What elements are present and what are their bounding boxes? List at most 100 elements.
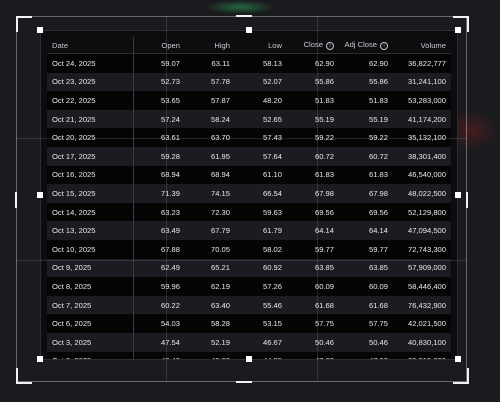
cell-close: 63.85	[287, 258, 339, 278]
cell-adj-close: 55.19	[339, 109, 393, 129]
cell-date: Oct 6, 2025	[47, 314, 134, 333]
selection-handle-left[interactable]	[37, 192, 43, 198]
column-header-close[interactable]: Close i	[287, 37, 339, 54]
cell-open: 57.24	[133, 109, 185, 129]
selection-handle-bottom[interactable]	[246, 356, 252, 362]
cell-volume: 52,129,800	[393, 202, 451, 222]
selection-handle-top-left[interactable]	[37, 27, 43, 33]
cell-adj-close: 63.85	[339, 258, 393, 278]
cell-volume: 48,022,500	[393, 184, 451, 203]
cell-volume: 40,830,100	[393, 332, 451, 352]
selection-handle-bottom-left[interactable]	[37, 356, 43, 362]
cell-low: 61.79	[235, 221, 287, 240]
cell-close: 61.68	[287, 295, 339, 315]
column-header-high[interactable]: High	[185, 37, 235, 54]
table-row: Oct 8, 2025 59.96 62.19 57.26 60.09 60.09 58,4…	[47, 277, 451, 296]
cell-date: Oct 7, 2025	[47, 295, 134, 315]
cell-volume: 76,432,900	[393, 295, 451, 315]
cell-volume: 31,241,100	[393, 72, 451, 92]
cell-volume: 53,283,000	[393, 91, 451, 110]
cell-close: 55.19	[287, 109, 339, 129]
column-header-open[interactable]: Open	[133, 37, 185, 54]
cell-high: 57.87	[185, 91, 235, 110]
cell-date: Oct 23, 2025	[47, 72, 134, 92]
column-header-adj-close[interactable]: Adj Close i	[339, 37, 393, 54]
crop-handle-bottom-left[interactable]	[16, 368, 32, 384]
table-row: Oct 10, 2025 67.88 70.05 58.02 59.77 59.77 72,…	[47, 239, 451, 259]
crop-handle-bottom[interactable]	[236, 381, 252, 383]
cell-date: Oct 9, 2025	[47, 258, 134, 278]
cell-adj-close: 51.83	[339, 91, 393, 110]
cell-low: 66.54	[235, 184, 287, 203]
cell-close: 51.83	[287, 91, 339, 110]
table-row: Oct 24, 2025 59.07 63.11 58.13 62.90 62.90 36,…	[47, 53, 451, 73]
cell-volume: 38,301,400	[393, 146, 451, 166]
cell-date: Oct 22, 2025	[47, 91, 134, 110]
cell-low: 61.10	[235, 165, 287, 185]
cell-adj-close: 47.02	[339, 351, 393, 359]
column-header-date[interactable]: Date	[47, 37, 134, 54]
crop-handle-right[interactable]	[466, 192, 468, 208]
crop-handle-top-left[interactable]	[16, 16, 32, 32]
cell-low: 46.67	[235, 332, 287, 352]
cell-volume: 36,822,777	[393, 53, 451, 73]
cell-high: 74.15	[185, 184, 235, 203]
cell-high: 70.05	[185, 239, 235, 259]
selection-handle-right[interactable]	[455, 192, 461, 198]
cell-open: 67.88	[133, 239, 185, 259]
cell-low: 52.07	[235, 72, 287, 92]
cell-high: 61.95	[185, 146, 235, 166]
info-icon[interactable]: i	[380, 42, 388, 50]
cell-close: 69.56	[287, 202, 339, 222]
cell-high: 63.11	[185, 53, 235, 73]
crop-handle-bottom-right[interactable]	[453, 368, 469, 384]
crop-grid-line	[16, 260, 467, 261]
cell-close: 61.83	[287, 165, 339, 185]
crop-handle-left[interactable]	[15, 192, 17, 208]
info-icon[interactable]: i	[326, 42, 334, 50]
selection-handle-top-right[interactable]	[455, 27, 461, 33]
cell-high: 72.30	[185, 202, 235, 222]
cell-adj-close: 69.56	[339, 202, 393, 222]
cell-date: Oct 2, 2025	[47, 351, 134, 359]
cell-high: 49.38	[185, 351, 235, 359]
cell-open: 60.22	[133, 295, 185, 315]
crop-handle-top-right[interactable]	[453, 16, 469, 32]
cell-high: 58.28	[185, 314, 235, 333]
selection-handle-top[interactable]	[246, 27, 252, 33]
cell-open: 63.61	[133, 128, 185, 147]
cell-volume: 46,540,000	[393, 165, 451, 185]
column-header-low[interactable]: Low	[235, 37, 287, 54]
background-glow-green	[205, 0, 275, 14]
crop-handle-top[interactable]	[236, 15, 252, 17]
cell-volume: 57,909,000	[393, 258, 451, 278]
cell-adj-close: 60.72	[339, 146, 393, 166]
column-header-volume[interactable]: Volume	[393, 37, 451, 54]
cell-high: 58.24	[185, 109, 235, 129]
crop-frame[interactable]	[16, 16, 467, 382]
cell-low: 57.26	[235, 277, 287, 296]
cell-low: 44.95	[235, 351, 287, 359]
cell-volume: 58,446,400	[393, 277, 451, 296]
cell-close: 59.22	[287, 128, 339, 147]
cell-volume: 41,174,200	[393, 109, 451, 129]
cell-date: Oct 15, 2025	[47, 184, 134, 203]
cell-open: 68.94	[133, 165, 185, 185]
cell-open: 63.49	[133, 221, 185, 240]
cell-adj-close: 61.83	[339, 165, 393, 185]
table-row: Oct 7, 2025 60.22 63.40 55.46 61.68 61.68 76,4…	[47, 295, 451, 315]
cell-close: 62.90	[287, 53, 339, 73]
cell-high: 67.79	[185, 221, 235, 240]
table-row: Oct 23, 2025 52.73 57.78 52.07 55.86 55.86 31,…	[47, 72, 451, 92]
cell-date: Oct 14, 2025	[47, 202, 134, 222]
cell-close: 60.09	[287, 277, 339, 296]
cell-close: 57.75	[287, 314, 339, 333]
cell-open: 48.42	[133, 351, 185, 359]
selection-handle-bottom-right[interactable]	[455, 356, 461, 362]
table-row: Oct 9, 2025 62.49 65.21 60.92 63.85 63.85 57,9…	[47, 258, 451, 278]
cell-close: 59.77	[287, 239, 339, 259]
historical-data-table-panel: Date Open High Low Close i Adj Close i Vol…	[40, 30, 458, 360]
table-row: Oct 21, 2025 57.24 58.24 52.65 55.19 55.19 41,…	[47, 109, 451, 129]
cell-close: 67.98	[287, 184, 339, 203]
cell-open: 63.23	[133, 202, 185, 222]
